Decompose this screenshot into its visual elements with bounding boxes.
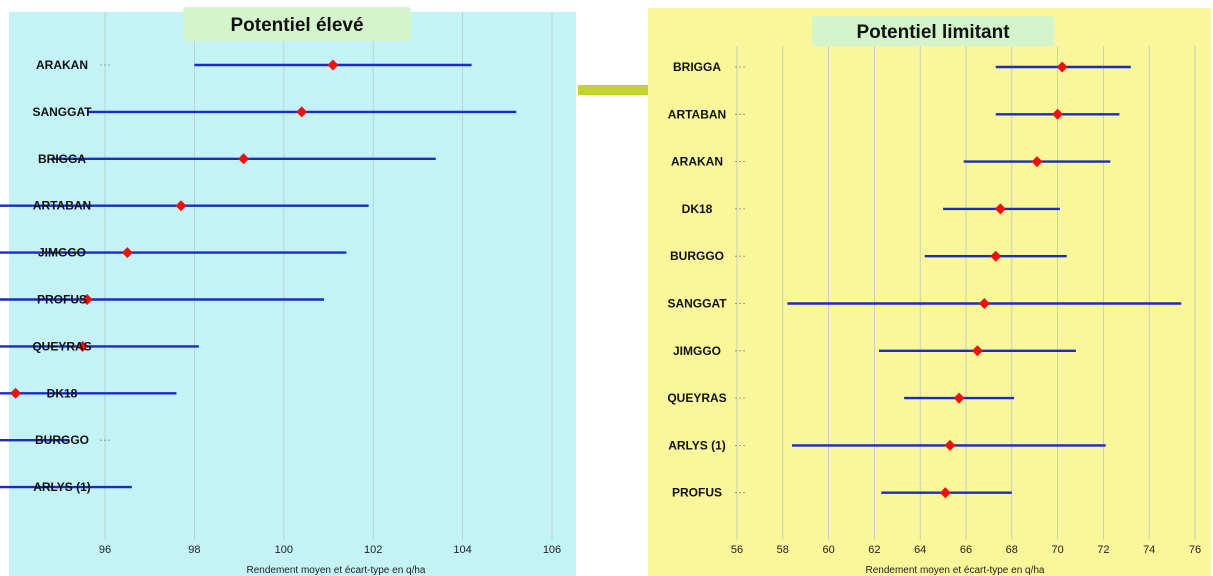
category-label: ARAKAN <box>671 155 723 169</box>
mean-marker <box>1052 108 1064 120</box>
mean-marker <box>121 247 133 259</box>
range-marks <box>787 61 1182 499</box>
category-label: DK18 <box>682 202 713 216</box>
panel-background <box>9 12 576 576</box>
mean-marker <box>238 153 250 165</box>
x-tick-label: 96 <box>99 544 111 556</box>
category-label: QUEYRAS <box>667 391 726 405</box>
x-axis-label: Rendement moyen et écart-type en q/ha <box>866 565 1045 576</box>
x-tick-label: 76 <box>1189 544 1201 556</box>
chart-title: Potentiel limitant <box>856 22 1010 43</box>
mean-marker <box>990 250 1002 262</box>
category-label: BRIGGA <box>673 60 721 74</box>
x-tick-labels: 96 98 100 102 104 106 <box>99 544 561 556</box>
x-axis-label: Rendement moyen et écart-type en q/ha <box>247 565 426 576</box>
x-tick-label: 56 <box>731 544 743 556</box>
category-label: SANGGAT <box>667 297 727 311</box>
mean-marker <box>939 487 951 499</box>
title-box <box>812 16 1054 46</box>
x-tick-label: 66 <box>960 544 972 556</box>
chart-title: Potentiel élevé <box>230 15 363 36</box>
x-tick-label: 62 <box>868 544 880 556</box>
category-label: DK18 <box>47 386 78 400</box>
mean-marker <box>77 340 89 352</box>
category-label: ARLYS (1) <box>668 438 726 452</box>
mean-marker <box>296 106 308 118</box>
x-tick-label: 100 <box>275 544 293 556</box>
chart-panel-potentiel-eleve: ARAKAN SANGGAT BRIGGA ARTABAN JIMGGO PROFUS QU… <box>0 7 576 576</box>
category-label: ARLYS (1) <box>33 480 91 494</box>
category-label: BRIGGA <box>38 152 86 166</box>
x-tick-label: 64 <box>914 544 926 556</box>
category-label: QUEYRAS <box>32 339 91 353</box>
mean-marker <box>10 387 22 399</box>
x-tick-label: 72 <box>1097 544 1109 556</box>
category-label: JIMGGO <box>673 344 721 358</box>
title-box <box>183 7 411 41</box>
category-label: ARTABAN <box>33 199 91 213</box>
x-tick-labels: 56 58 60 62 64 66 68 70 72 74 76 <box>731 544 1201 556</box>
chart-panel-potentiel-limitant: BRIGGA ARTABAN ARAKAN DK18 BURGGO SANGGAT JIMG… <box>648 8 1211 576</box>
x-tick-label: 68 <box>1006 544 1018 556</box>
category-label: ARAKAN <box>36 58 88 72</box>
grid-lines <box>735 46 1196 540</box>
mean-marker <box>978 298 990 309</box>
category-label: ARTABAN <box>668 107 726 121</box>
mean-marker <box>971 345 983 357</box>
x-tick-label: 102 <box>364 544 382 556</box>
panel-connector <box>578 85 648 95</box>
x-tick-label: 98 <box>188 544 200 556</box>
mean-marker <box>175 200 187 212</box>
mean-marker <box>944 439 956 451</box>
mean-marker <box>1031 156 1043 168</box>
category-labels: BRIGGA ARTABAN ARAKAN DK18 BURGGO SANGGAT JIMG… <box>667 60 727 500</box>
category-label: BURGGO <box>670 249 724 263</box>
category-label: JIMGGO <box>38 246 86 260</box>
mean-marker <box>327 59 339 71</box>
x-tick-label: 70 <box>1051 544 1063 556</box>
range-marks <box>0 59 517 489</box>
mean-marker <box>1056 61 1068 73</box>
x-tick-label: 74 <box>1143 544 1155 556</box>
category-label: PROFUS <box>672 486 722 500</box>
mean-marker <box>994 203 1006 215</box>
category-label: PROFUS <box>37 293 87 307</box>
mean-marker <box>953 392 965 404</box>
x-tick-label: 58 <box>777 544 789 556</box>
x-tick-label: 60 <box>822 544 834 556</box>
panel-background <box>648 8 1211 576</box>
x-tick-label: 104 <box>453 544 471 556</box>
category-label: SANGGAT <box>32 105 92 119</box>
x-tick-label: 106 <box>543 544 561 556</box>
mean-marker <box>81 294 93 305</box>
category-label: BURGGO <box>35 433 89 447</box>
category-labels: ARAKAN SANGGAT BRIGGA ARTABAN JIMGGO PROFUS QU… <box>32 58 92 494</box>
